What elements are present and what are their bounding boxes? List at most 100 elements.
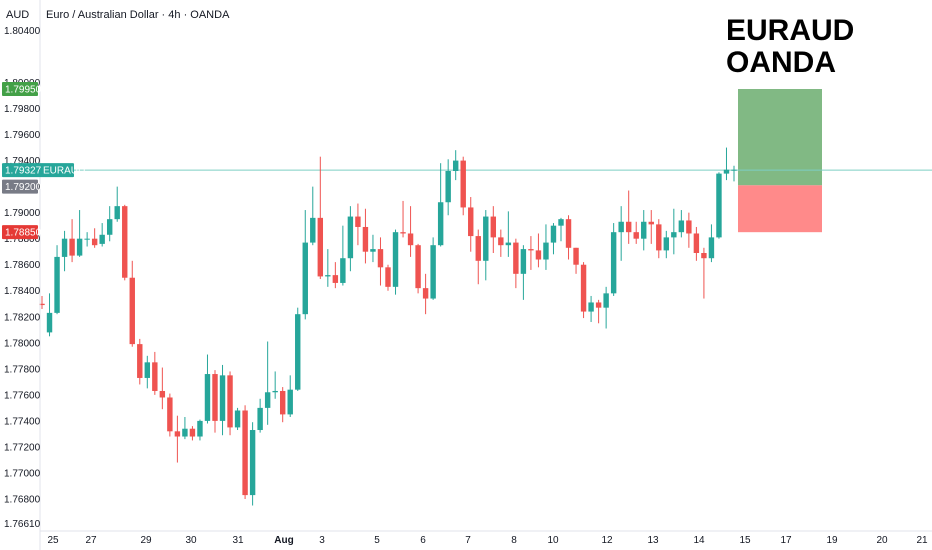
candle[interactable]: [242, 405, 248, 499]
candle[interactable]: [204, 354, 211, 424]
candle[interactable]: [189, 426, 196, 441]
candle[interactable]: [287, 375, 293, 417]
candle[interactable]: [377, 237, 384, 286]
candle[interactable]: [114, 186, 120, 222]
candle[interactable]: [731, 165, 737, 182]
candle[interactable]: [91, 228, 98, 248]
candle[interactable]: [415, 243, 421, 294]
candle[interactable]: [385, 264, 391, 291]
candle[interactable]: [460, 156, 466, 216]
candle[interactable]: [693, 226, 700, 261]
candle[interactable]: [663, 230, 670, 259]
candle[interactable]: [422, 273, 429, 315]
candle[interactable]: [656, 219, 662, 259]
candle[interactable]: [671, 208, 677, 255]
candle[interactable]: [234, 407, 241, 431]
candle[interactable]: [678, 210, 685, 238]
candle[interactable]: [347, 206, 354, 272]
price-axis[interactable]: 1.76610 1.76800 1.77000 1.77200 1.77400 1.776…: [4, 26, 41, 530]
candle[interactable]: [219, 364, 226, 436]
candle[interactable]: [174, 415, 181, 463]
stop-loss-zone[interactable]: [738, 185, 822, 233]
time-tick-label: 5: [374, 535, 380, 546]
candle[interactable]: [437, 163, 444, 247]
candle[interactable]: [723, 147, 730, 181]
candle[interactable]: [302, 210, 308, 320]
candle[interactable]: [618, 206, 624, 261]
candle[interactable]: [452, 150, 459, 181]
candle[interactable]: [708, 224, 715, 263]
candle[interactable]: [317, 156, 324, 280]
candle[interactable]: [565, 215, 572, 260]
candle[interactable]: [144, 355, 151, 389]
candle[interactable]: [633, 221, 639, 244]
candle[interactable]: [498, 229, 504, 257]
candle[interactable]: [129, 260, 135, 347]
candle[interactable]: [505, 211, 512, 257]
candle[interactable]: [46, 293, 53, 337]
candle[interactable]: [152, 351, 158, 395]
candle[interactable]: [332, 262, 339, 289]
candle[interactable]: [249, 422, 256, 506]
candle[interactable]: [513, 238, 519, 289]
take-profit-zone[interactable]: [738, 89, 822, 186]
candle[interactable]: [272, 371, 278, 399]
candle[interactable]: [573, 247, 579, 274]
candle[interactable]: [84, 232, 90, 247]
candle[interactable]: [182, 417, 188, 440]
candle[interactable]: [325, 249, 331, 287]
candle[interactable]: [400, 200, 406, 238]
candle[interactable]: [362, 208, 369, 264]
candle[interactable]: [520, 245, 527, 300]
candle[interactable]: [106, 206, 113, 242]
candle[interactable]: [167, 393, 173, 437]
candle[interactable]: [212, 370, 218, 433]
candle[interactable]: [227, 371, 233, 436]
candle[interactable]: [355, 203, 361, 246]
candle[interactable]: [279, 387, 286, 423]
candle[interactable]: [648, 210, 654, 244]
candle[interactable]: [340, 225, 346, 286]
candle[interactable]: [392, 229, 399, 295]
candle[interactable]: [475, 229, 481, 285]
candle[interactable]: [625, 190, 632, 244]
candle[interactable]: [370, 234, 376, 263]
candle[interactable]: [54, 245, 60, 315]
candle[interactable]: [468, 197, 474, 252]
candle[interactable]: [610, 223, 617, 296]
candle[interactable]: [595, 299, 602, 324]
candle[interactable]: [264, 341, 271, 425]
candle[interactable]: [310, 186, 316, 246]
candle[interactable]: [407, 206, 414, 257]
candle[interactable]: [686, 212, 692, 248]
candle[interactable]: [535, 233, 542, 268]
candles[interactable]: [39, 147, 737, 506]
time-axis[interactable]: 25 27 29 30 31 Aug 3 5 6 7 8 10 12 13 14 15 17 19 20 21: [47, 535, 928, 546]
candle[interactable]: [580, 262, 587, 319]
candle[interactable]: [197, 419, 203, 441]
candle[interactable]: [528, 236, 534, 270]
candle[interactable]: [257, 398, 263, 433]
candle[interactable]: [69, 219, 75, 263]
candle[interactable]: [159, 367, 166, 410]
candle[interactable]: [430, 237, 436, 300]
candle[interactable]: [76, 210, 83, 257]
candle[interactable]: [641, 210, 647, 251]
candle[interactable]: [543, 224, 549, 270]
candle[interactable]: [61, 230, 68, 272]
candle[interactable]: [716, 172, 722, 239]
candle[interactable]: [137, 338, 143, 385]
candle[interactable]: [603, 286, 609, 329]
candle[interactable]: [490, 206, 497, 253]
candle[interactable]: [483, 210, 489, 281]
candle[interactable]: [39, 295, 45, 309]
candle[interactable]: [445, 159, 451, 216]
candle[interactable]: [701, 247, 707, 299]
candle[interactable]: [295, 307, 301, 391]
candle[interactable]: [550, 223, 557, 255]
candle[interactable]: [122, 204, 128, 281]
candle[interactable]: [99, 223, 105, 247]
candle[interactable]: [558, 217, 564, 242]
candle[interactable]: [588, 295, 594, 322]
